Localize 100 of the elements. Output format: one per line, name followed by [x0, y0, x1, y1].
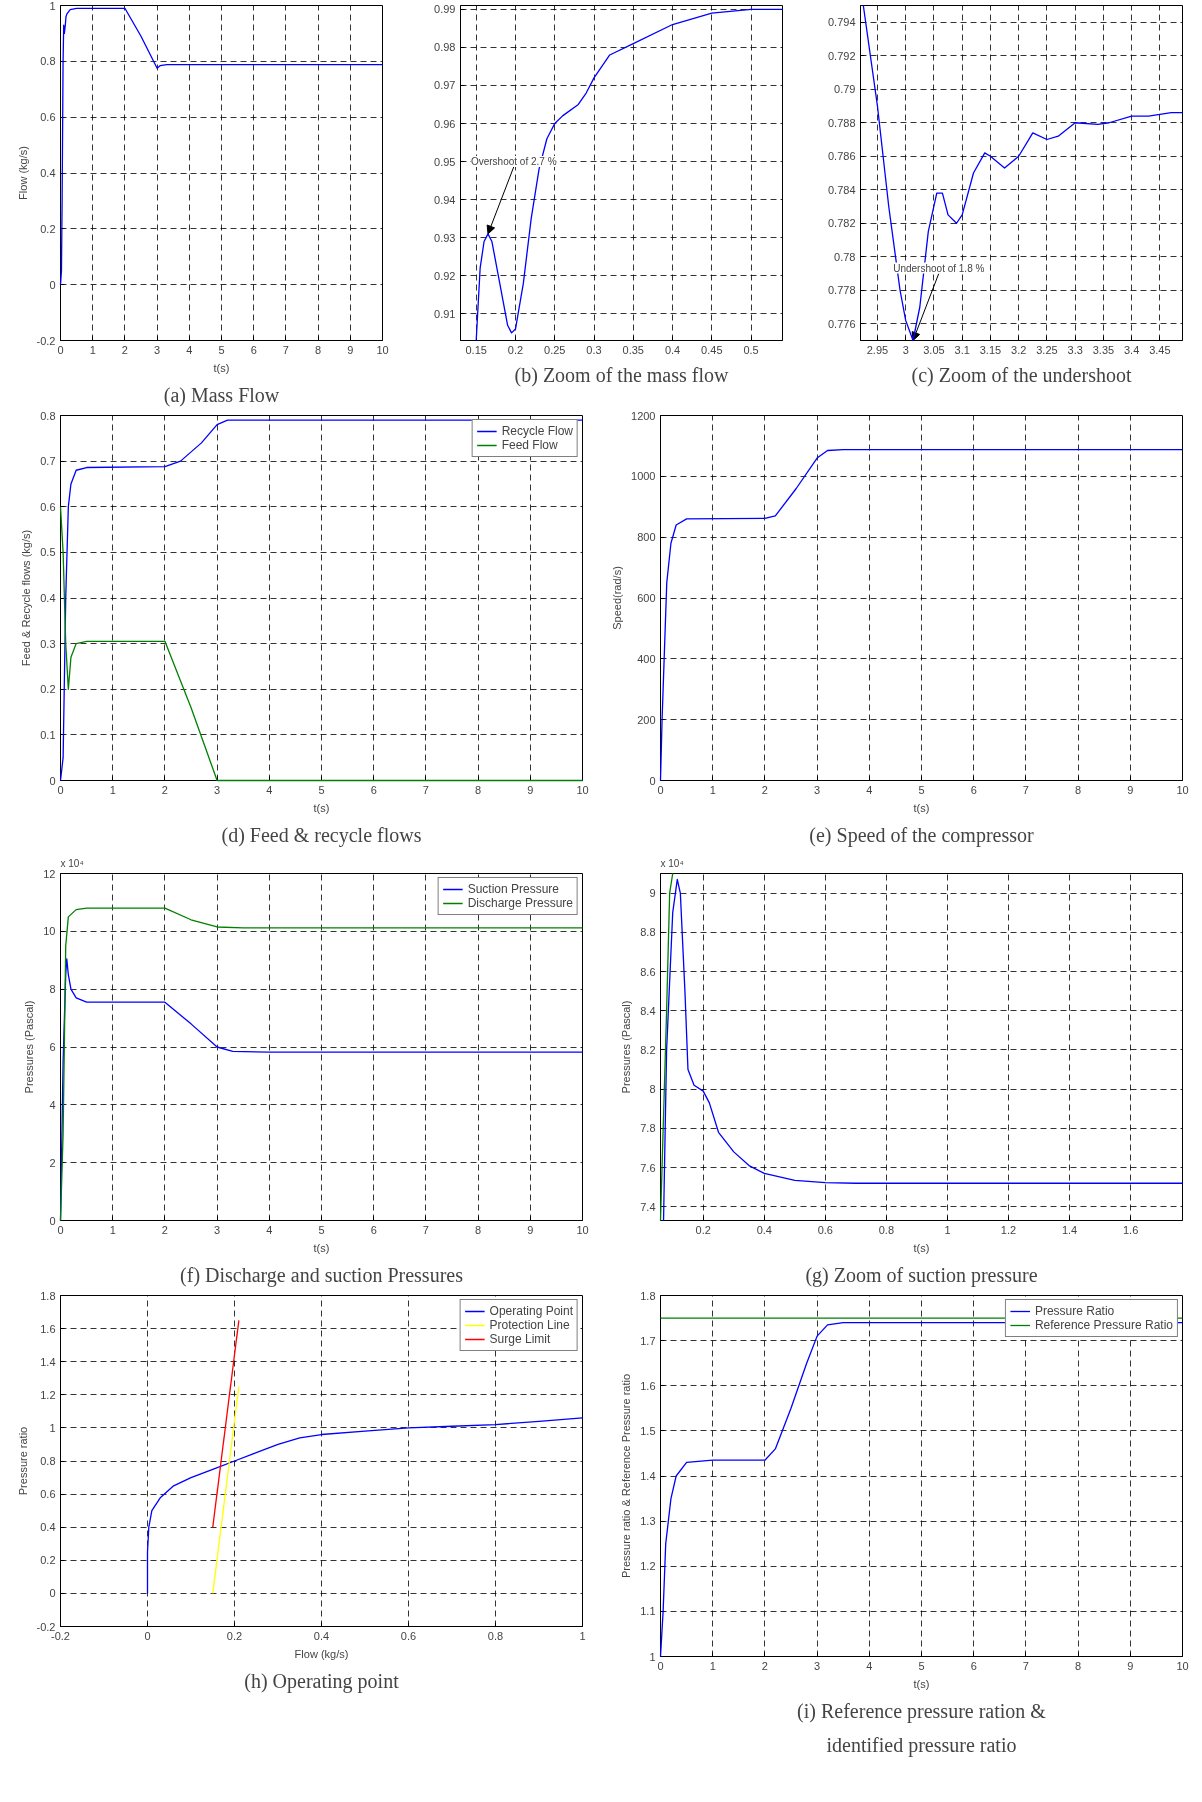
- x-tick-label: 0.8: [487, 1629, 504, 1642]
- x-tick-label: 0: [144, 1629, 151, 1642]
- y-tick-label: 1: [649, 1650, 656, 1663]
- legend-label: Surge Limit: [489, 1332, 551, 1346]
- text: x 10⁴: [60, 857, 84, 869]
- y-tick-label: 1.4: [640, 1470, 656, 1482]
- y-tick-label: 2: [49, 1156, 56, 1169]
- x-tick-label: 3.2: [1011, 343, 1027, 356]
- x-tick-label: 0: [657, 783, 664, 796]
- x-tick-label: 9: [527, 1223, 534, 1236]
- y-tick-label: 0.7: [40, 455, 56, 468]
- x-tick-label: 2: [121, 343, 128, 356]
- x-tick-label: 5: [918, 1659, 925, 1672]
- y-tick-label: 1000: [631, 470, 656, 483]
- y-tick-label: 6: [49, 1041, 56, 1053]
- legend-label: Discharge Pressure: [467, 896, 573, 910]
- y-tick-label: 0.6: [40, 111, 56, 124]
- x-tick-label: 3: [154, 343, 161, 356]
- y-tick-label: 0.2: [40, 1554, 56, 1567]
- line-series: [146, 1417, 584, 1595]
- y-tick-label: 0.94: [434, 193, 456, 206]
- text: (i) Reference pressure ration & identified pressure ratio: [797, 1699, 1047, 1757]
- y-tick-label: 0.794: [827, 16, 856, 29]
- x-tick-label: 8: [1075, 1659, 1082, 1672]
- y-tick-label: 0.788: [827, 116, 856, 129]
- y-tick-label: 1: [49, 0, 56, 12]
- y-tick-label: 0.2: [40, 222, 56, 235]
- line-series: [59, 7, 384, 286]
- x-axis-title: t(s): [913, 1677, 930, 1690]
- x-tick-label: 0.4: [313, 1629, 330, 1642]
- x-tick-label: 7: [1022, 1659, 1029, 1672]
- y-tick-label: -0.2: [36, 334, 56, 347]
- y-tick-label: 800: [637, 531, 656, 544]
- y-tick-label: 8.6: [640, 965, 656, 978]
- y-tick-label: 0.97: [434, 79, 456, 92]
- y-tick-label: 7.6: [640, 1161, 656, 1174]
- y-tick-label: 1.1: [640, 1605, 656, 1618]
- y-tick-label: 0.792: [827, 49, 856, 62]
- y-tick-label: 8.2: [640, 1043, 656, 1056]
- legend-label: Recycle Flow: [501, 424, 573, 438]
- y-tick-label: 1200: [631, 409, 656, 422]
- y-tick-label: 1.4: [40, 1355, 56, 1368]
- y-tick-label: 1.8: [640, 1289, 656, 1302]
- x-tick-label: 2.95: [866, 343, 889, 356]
- x-tick-label: 10: [1176, 783, 1189, 796]
- y-tick-label: 0.778: [827, 284, 856, 297]
- y-tick-label: 4: [49, 1098, 56, 1111]
- y-axis-title: Feed & Recycle flows (kg/s): [20, 529, 33, 667]
- y-tick-label: 1.6: [640, 1379, 656, 1392]
- annotation: Overshoot of 2.7 %: [470, 155, 557, 167]
- x-tick-label: 8: [475, 783, 482, 796]
- y-tick-label: 0.776: [827, 317, 856, 330]
- text: (a) Mass Flow: [163, 383, 280, 407]
- x-tick-label: 3.3: [1067, 343, 1083, 356]
- x-tick-label: 3: [214, 1223, 221, 1236]
- x-tick-label: 0.15: [465, 343, 487, 356]
- y-axis-title: Speed(rad/s): [611, 566, 624, 630]
- y-tick-label: 1.2: [640, 1560, 656, 1573]
- x-tick-label: 3: [814, 1659, 821, 1672]
- x-tick-label: 1: [709, 1659, 716, 1672]
- x-tick-label: 1: [944, 1223, 951, 1236]
- text: (e) Speed of the compressor: [809, 823, 1035, 847]
- legend-label: Operating Point: [489, 1304, 573, 1318]
- x-tick-label: 7: [282, 343, 289, 356]
- y-axis-title: Flow (kg/s): [16, 146, 29, 200]
- x-axis-title: Flow (kg/s): [294, 1647, 349, 1660]
- legend-label: Suction Pressure: [467, 882, 560, 896]
- text: (c) Zoom of the undershoot: [911, 363, 1132, 387]
- x-tick-label: 6: [250, 343, 257, 356]
- legend-label: Pressure Ratio: [1034, 1304, 1115, 1318]
- x-tick-label: 0.3: [586, 343, 602, 356]
- y-tick-label: 0: [49, 774, 56, 787]
- x-tick-label: 5: [918, 783, 925, 796]
- x-axis-title: t(s): [213, 361, 230, 374]
- x-tick-label: 3: [902, 343, 909, 356]
- y-tick-label: 1.3: [640, 1515, 656, 1528]
- x-tick-label: 1.6: [1122, 1223, 1139, 1236]
- y-tick-label: 1.8: [40, 1289, 56, 1302]
- x-tick-label: 6: [370, 783, 377, 796]
- y-tick-label: 1.2: [40, 1388, 56, 1401]
- y-tick-label: 0.6: [40, 500, 56, 513]
- text: (h) Operating point: [244, 1669, 400, 1693]
- y-tick-label: 7.4: [640, 1200, 656, 1213]
- x-tick-label: 0.5: [743, 343, 759, 356]
- y-tick-label: 0.786: [827, 150, 856, 163]
- y-tick-label: 0.4: [40, 1521, 56, 1534]
- text: (g) Zoom of suction pressure: [805, 1263, 1038, 1287]
- x-tick-label: 0: [57, 1223, 64, 1236]
- x-axis-title: t(s): [313, 801, 330, 814]
- x-tick-label: 0.35: [622, 343, 644, 356]
- y-tick-label: 0.5: [40, 546, 56, 559]
- x-tick-label: 3.4: [1124, 343, 1140, 356]
- x-tick-label: 7: [1022, 783, 1029, 796]
- x-tick-label: 6: [970, 1659, 977, 1672]
- x-tick-label: 0.2: [507, 343, 524, 356]
- x-tick-label: 7: [422, 1223, 429, 1236]
- x-tick-label: 9: [1127, 1659, 1134, 1672]
- y-tick-label: 0.8: [40, 1455, 56, 1467]
- y-tick-label: 0.2: [40, 683, 56, 696]
- y-tick-label: 0: [49, 278, 56, 291]
